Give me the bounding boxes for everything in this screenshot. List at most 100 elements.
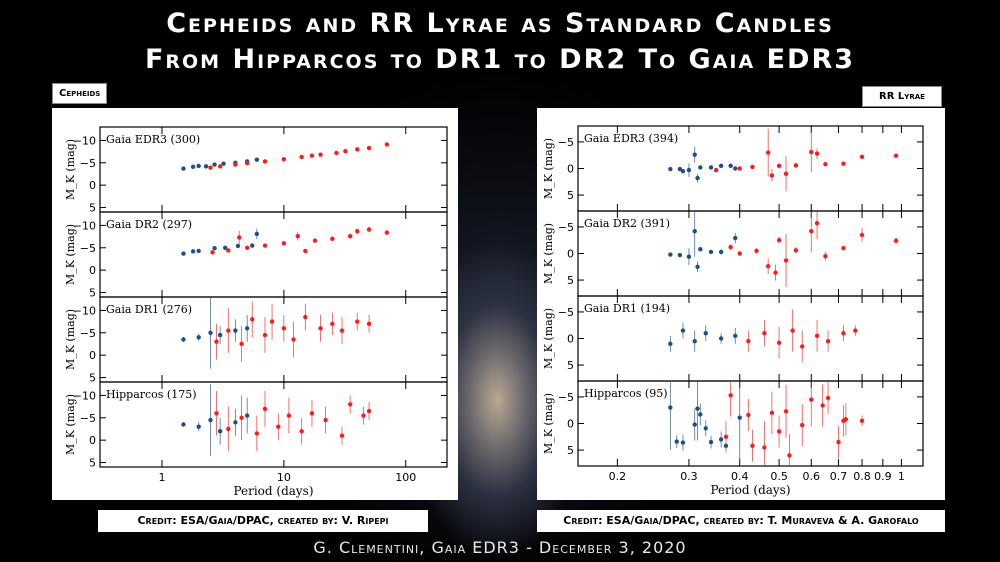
data-point-red xyxy=(384,142,390,147)
data-point-blue xyxy=(212,246,217,251)
y-tick-label: 0 xyxy=(89,349,96,362)
data-point-red xyxy=(820,403,825,408)
data-point-red xyxy=(776,238,782,243)
data-points xyxy=(181,384,372,456)
data-point-red xyxy=(309,153,315,158)
data-point-blue xyxy=(692,228,697,234)
data-point-blue xyxy=(196,248,201,254)
data-point-red xyxy=(843,417,849,422)
data-point-red xyxy=(355,319,360,324)
title-line-1: Cepheids and RR Lyrae as Standard Candle… xyxy=(166,8,834,39)
data-point-blue xyxy=(181,337,186,342)
data-point-blue xyxy=(695,175,700,181)
data-points xyxy=(181,226,390,256)
y-tick-label: −10 xyxy=(73,389,96,402)
data-points xyxy=(668,128,899,192)
data-point-red xyxy=(841,161,846,166)
data-point-blue xyxy=(190,249,196,254)
data-point-blue xyxy=(254,231,260,237)
panel-name: Gaia EDR3 (300) xyxy=(106,133,200,146)
y-tick-label: −5 xyxy=(558,306,574,319)
data-point-red xyxy=(262,332,268,338)
data-point-blue xyxy=(692,422,697,427)
data-point-red xyxy=(269,319,275,324)
data-point-red xyxy=(244,161,250,166)
y-tick-label: 5 xyxy=(567,359,574,372)
x-axis-label: Period (days) xyxy=(710,483,790,497)
y-tick-label: 5 xyxy=(567,189,574,202)
data-point-red xyxy=(800,344,805,349)
data-point-red xyxy=(347,402,353,407)
data-point-red xyxy=(295,233,300,239)
y-tick-label: 0 xyxy=(567,418,574,431)
data-point-red xyxy=(859,232,865,238)
data-point-red xyxy=(762,330,767,336)
y-axis-label: M_K (mag) xyxy=(542,223,555,284)
y-axis-label: M_K (mag) xyxy=(64,224,77,285)
data-point-blue xyxy=(680,328,686,333)
data-point-red xyxy=(343,148,348,154)
data-point-blue xyxy=(686,254,692,259)
data-point-red xyxy=(339,433,345,438)
data-point-blue xyxy=(733,235,738,241)
data-point-red xyxy=(825,338,831,344)
y-axis-label: M_K (mag) xyxy=(542,308,555,369)
x-tick-label: 0.5 xyxy=(770,470,788,483)
data-point-blue xyxy=(708,249,714,255)
panel-name: Gaia EDR3 (394) xyxy=(584,132,678,145)
data-point-red xyxy=(226,328,231,333)
panel-frame xyxy=(99,381,448,468)
data-point-blue xyxy=(674,439,679,444)
data-point-red xyxy=(790,328,795,333)
data-point-red xyxy=(312,238,318,243)
data-point-red xyxy=(262,243,268,248)
data-point-red xyxy=(281,241,287,246)
x-tick-label: 1 xyxy=(158,471,165,484)
data-point-red xyxy=(366,227,372,232)
data-point-blue xyxy=(680,440,686,445)
data-point-red xyxy=(793,248,799,253)
data-points xyxy=(181,297,372,369)
data-point-red xyxy=(361,413,366,418)
data-point-red xyxy=(769,410,775,416)
data-point-blue xyxy=(233,328,238,333)
data-point-red xyxy=(334,150,339,156)
data-point-red xyxy=(737,166,742,171)
data-point-blue xyxy=(718,336,724,341)
data-point-red xyxy=(814,221,820,226)
data-point-blue xyxy=(686,167,692,173)
footer-text: G. Clementini, Gaia EDR3 - December 3, 2… xyxy=(313,538,687,557)
x-tick-label: 0.2 xyxy=(609,470,627,483)
data-point-red xyxy=(783,258,789,263)
x-tick-label: 0.4 xyxy=(731,470,749,483)
data-point-blue xyxy=(233,420,238,425)
data-point-red xyxy=(250,317,255,322)
data-point-red xyxy=(728,393,733,398)
data-point-red xyxy=(809,149,814,155)
data-point-blue xyxy=(668,166,673,172)
panel-name: Gaia DR1 (276) xyxy=(106,303,192,316)
data-point-blue xyxy=(208,417,213,423)
rr-lyrae-credit: Credit: ESA/Gaia/DPAC, created by: T. Mu… xyxy=(537,510,945,532)
data-point-red xyxy=(262,159,268,164)
data-point-red xyxy=(276,424,281,429)
y-tick-label: 5 xyxy=(567,444,574,457)
y-tick-label: −5 xyxy=(558,136,574,149)
data-point-blue xyxy=(254,157,260,162)
data-point-blue xyxy=(235,243,241,249)
data-point-red xyxy=(309,411,315,416)
data-point-blue xyxy=(733,166,738,171)
panel-name: Gaia DR2 (391) xyxy=(584,217,670,230)
title-line-2: From Hipparcos to DR1 to DR2 To Gaia EDR… xyxy=(144,44,856,75)
data-point-blue xyxy=(695,264,700,269)
cepheids-chart: −10 −5 0 5 M_K (mag) Gaia EDR3 (300) −10 −5 0 5 M_… xyxy=(52,108,458,500)
data-point-red xyxy=(347,233,353,239)
data-point-red xyxy=(776,429,782,434)
data-point-red xyxy=(323,417,328,423)
data-point-red xyxy=(769,173,775,178)
data-point-red xyxy=(823,162,828,167)
panel-name: Hipparcos (95) xyxy=(584,387,668,400)
data-point-red xyxy=(776,163,782,169)
data-point-red xyxy=(853,328,858,333)
x-axis-label: Period (days) xyxy=(233,484,313,498)
